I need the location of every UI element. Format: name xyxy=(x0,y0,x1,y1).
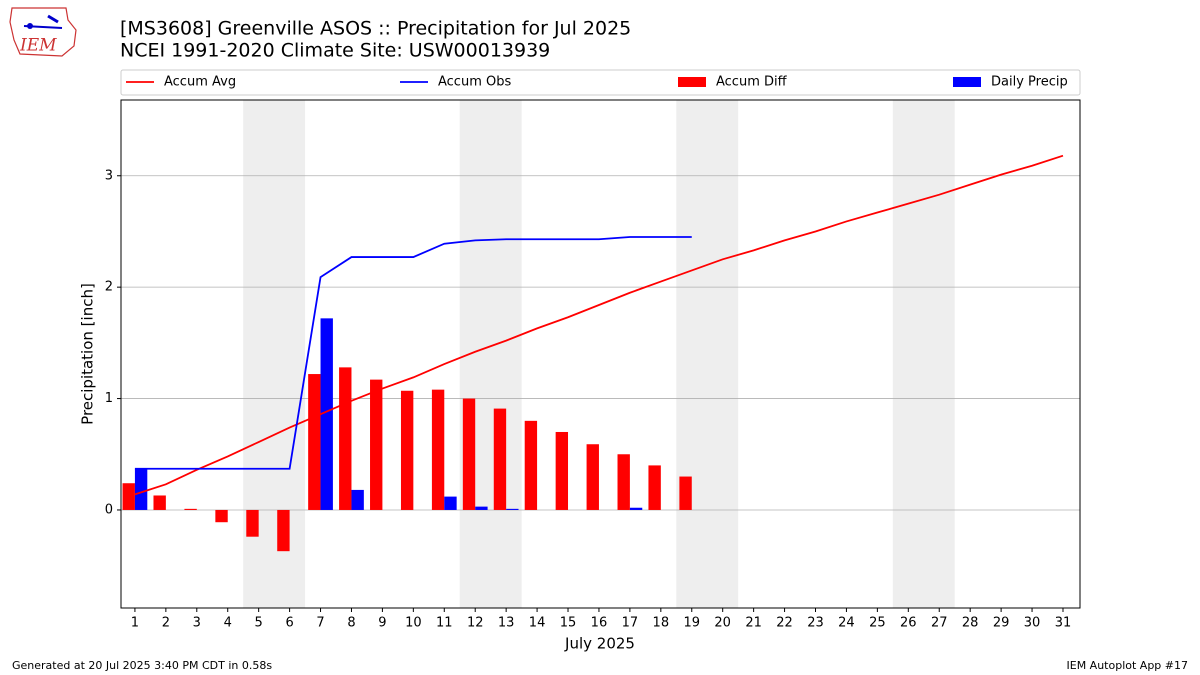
x-tick-label: 18 xyxy=(653,616,670,631)
y-tick-label: 1 xyxy=(105,391,113,406)
bar xyxy=(370,379,383,510)
x-tick-label: 13 xyxy=(498,616,515,631)
y-axis-label: Precipitation [inch] xyxy=(79,283,97,425)
x-tick-label: 1 xyxy=(131,616,139,631)
bar xyxy=(524,420,538,510)
legend-label: Accum Diff xyxy=(716,75,788,90)
chart-subtitle: NCEI 1991-2020 Climate Site: USW00013939 xyxy=(120,40,550,62)
x-tick-label: 2 xyxy=(162,616,170,631)
x-tick-label: 12 xyxy=(467,616,484,631)
legend-swatch xyxy=(953,77,981,87)
x-tick-label: 15 xyxy=(560,616,577,631)
bar xyxy=(629,507,643,510)
bar xyxy=(555,431,569,510)
bar xyxy=(320,318,333,510)
x-tick-label: 29 xyxy=(993,616,1010,631)
x-tick-label: 17 xyxy=(622,616,639,631)
x-tick-label: 27 xyxy=(931,616,948,631)
y-tick-label: 0 xyxy=(105,502,113,517)
bar xyxy=(215,509,228,523)
bar xyxy=(351,489,364,510)
x-tick-label: 24 xyxy=(838,616,855,631)
x-tick-label: 28 xyxy=(962,616,979,631)
logo: IEM xyxy=(9,7,77,57)
x-tick-label: 30 xyxy=(1024,616,1041,631)
bar xyxy=(246,509,259,537)
x-tick-label: 6 xyxy=(285,616,293,631)
logo-text: IEM xyxy=(19,36,57,56)
x-tick-label: 31 xyxy=(1055,616,1072,631)
x-axis-label: July 2025 xyxy=(564,635,635,653)
x-tick-label: 25 xyxy=(869,616,886,631)
x-tick-label: 16 xyxy=(591,616,608,631)
bar xyxy=(308,374,321,510)
x-tick-label: 22 xyxy=(776,616,793,631)
bar xyxy=(400,390,414,510)
x-tick-label: 26 xyxy=(900,616,917,631)
y-tick-label: 2 xyxy=(105,280,113,295)
footer-left: Generated at 20 Jul 2025 3:40 PM CDT in … xyxy=(12,659,272,672)
bar xyxy=(648,465,661,510)
line xyxy=(134,154,1064,496)
chart-title: [MS3608] Greenville ASOS :: Precipitatio… xyxy=(120,18,631,40)
line xyxy=(134,236,692,470)
x-tick-label: 9 xyxy=(378,616,386,631)
legend xyxy=(120,69,1081,96)
bar xyxy=(586,444,599,510)
x-tick-label: 14 xyxy=(529,616,546,631)
x-tick-label: 21 xyxy=(745,616,762,631)
plot-frame xyxy=(120,99,1081,609)
x-tick-label: 23 xyxy=(807,616,824,631)
x-tick-label: 4 xyxy=(224,616,232,631)
x-tick-label: 10 xyxy=(405,616,422,631)
bar xyxy=(475,506,488,510)
x-tick-label: 20 xyxy=(714,616,731,631)
x-tick-label: 3 xyxy=(193,616,201,631)
bar xyxy=(493,408,507,510)
weekend-shade xyxy=(676,100,739,608)
bar xyxy=(184,508,197,510)
y-tick-label: 3 xyxy=(105,168,113,183)
bar xyxy=(444,496,457,510)
bar xyxy=(506,508,519,510)
weekend-shade xyxy=(892,100,955,608)
legend-label: Accum Avg xyxy=(164,75,236,90)
legend-label: Daily Precip xyxy=(991,75,1068,90)
bar xyxy=(679,476,692,510)
x-tick-label: 8 xyxy=(347,616,355,631)
bar xyxy=(153,495,166,510)
footer-right: IEM Autoplot App #17 xyxy=(1067,659,1189,672)
x-tick-label: 7 xyxy=(316,616,324,631)
bar xyxy=(339,367,352,510)
bar xyxy=(431,389,445,510)
x-tick-label: 11 xyxy=(436,616,453,631)
bar xyxy=(122,483,135,510)
legend-label: Accum Obs xyxy=(438,75,511,90)
legend-swatch xyxy=(678,77,706,87)
x-tick-label: 19 xyxy=(683,616,700,631)
x-tick-label: 5 xyxy=(255,616,263,631)
bar xyxy=(617,454,630,510)
bar xyxy=(277,509,290,552)
bar xyxy=(134,468,148,510)
bar xyxy=(462,398,476,510)
